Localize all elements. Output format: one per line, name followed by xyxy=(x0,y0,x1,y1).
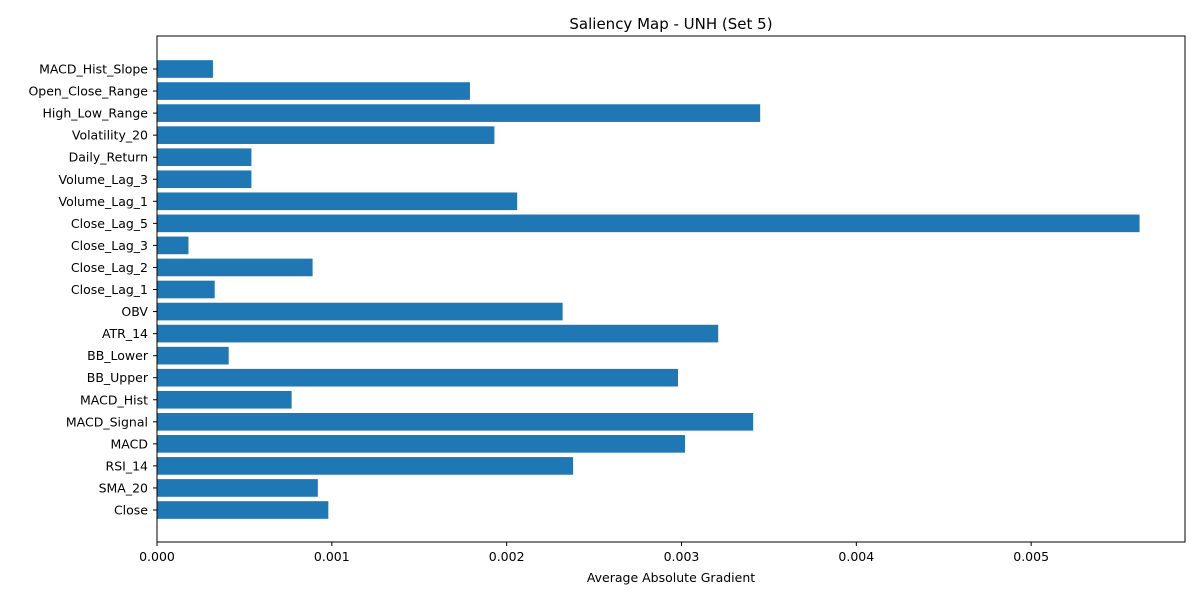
y-tick-label: BB_Upper xyxy=(87,370,149,385)
bar-obv xyxy=(157,302,563,321)
bar-close-lag-1 xyxy=(157,280,215,299)
y-tick-label: MACD xyxy=(111,436,148,451)
bar-close xyxy=(157,501,329,519)
x-tick-label: 0.002 xyxy=(489,549,525,564)
bar-macd xyxy=(157,435,685,453)
y-tick-label: MACD_Hist xyxy=(80,392,148,407)
bars-group xyxy=(157,60,1140,519)
bar-close-lag-5 xyxy=(157,214,1140,233)
y-tick-label: Close_Lag_5 xyxy=(71,216,148,231)
bar-atr-14 xyxy=(157,324,719,343)
bar-daily-return xyxy=(157,148,252,167)
bar-rsi-14 xyxy=(157,457,574,475)
y-tick-label: ATR_14 xyxy=(102,326,148,341)
bar-macd-hist-slope xyxy=(157,60,213,78)
y-tick-label: MACD_Signal xyxy=(66,414,148,429)
y-tick-label: Volatility_20 xyxy=(72,128,148,143)
y-tick-label: Volume_Lag_3 xyxy=(58,172,148,187)
bar-macd-signal xyxy=(157,412,754,431)
bar-high-low-range xyxy=(157,104,761,122)
bar-bb-upper xyxy=(157,368,678,387)
x-tick-label: 0.001 xyxy=(314,549,350,564)
x-tick-label: 0.005 xyxy=(1013,549,1049,564)
y-tick-label: Volume_Lag_1 xyxy=(58,194,148,209)
y-tick-label: Daily_Return xyxy=(69,150,148,165)
x-tick-label: 0.003 xyxy=(664,549,700,564)
x-tick-label: 0.000 xyxy=(139,549,175,564)
y-tick-label: OBV xyxy=(121,304,148,319)
bar-sma-20 xyxy=(157,479,318,497)
x-axis: 0.000 0.001 0.002 0.003 0.004 0.005 xyxy=(139,542,1049,564)
bar-close-lag-3 xyxy=(157,236,189,255)
bar-volume-lag-3 xyxy=(157,170,252,189)
y-tick-label: High_Low_Range xyxy=(43,106,149,121)
y-tick-label: Close xyxy=(114,503,148,518)
chart-title: Saliency Map - UNH (Set 5) xyxy=(569,15,772,33)
y-tick-label: Close_Lag_1 xyxy=(71,282,148,297)
x-tick-label: 0.004 xyxy=(838,549,874,564)
bar-open-close-range xyxy=(157,82,470,100)
y-axis: Close SMA_20 RSI_14 MACD MACD_Signal MACD_His… xyxy=(28,62,157,518)
bar-bb-lower xyxy=(157,346,229,365)
bar-macd-hist xyxy=(157,390,292,409)
y-tick-label: SMA_20 xyxy=(99,480,148,495)
x-axis-label: Average Absolute Gradient xyxy=(587,570,755,585)
plot-frame xyxy=(156,35,1186,543)
bar-close-lag-2 xyxy=(157,258,313,277)
bar-volatility-20 xyxy=(157,126,495,144)
bar-volume-lag-1 xyxy=(157,192,518,211)
y-tick-label: Close_Lag_2 xyxy=(71,260,148,275)
y-tick-label: MACD_Hist_Slope xyxy=(39,62,148,77)
y-tick-label: BB_Lower xyxy=(87,348,149,363)
y-tick-label: RSI_14 xyxy=(106,458,149,473)
y-tick-label: Close_Lag_3 xyxy=(71,238,148,253)
y-tick-label: Open_Close_Range xyxy=(28,84,148,99)
